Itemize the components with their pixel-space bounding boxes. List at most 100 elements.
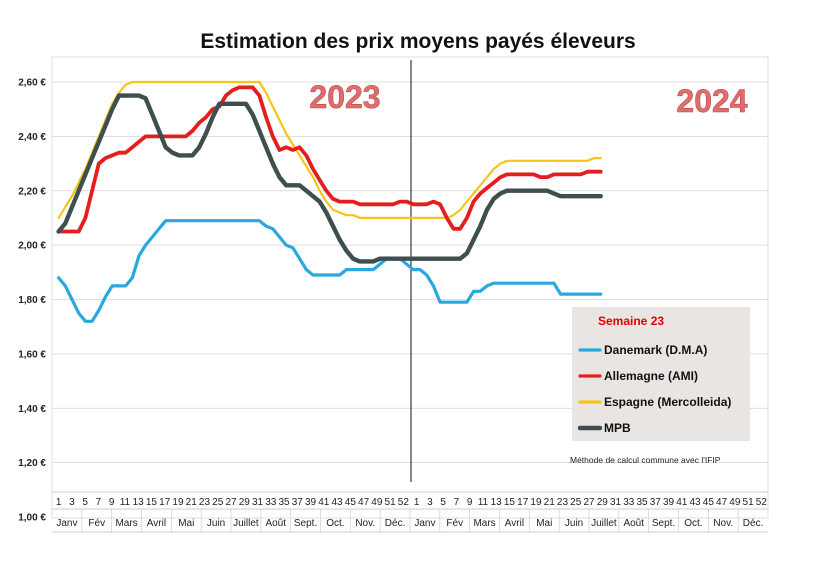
x-tick-label: 51 xyxy=(743,497,755,508)
x-tick-label: 25 xyxy=(212,497,224,508)
y-tick-label: 2,00 € xyxy=(18,241,46,252)
month-label: Déc. xyxy=(743,518,764,529)
y-tick-label: 1,00 € xyxy=(18,513,46,524)
y-tick-label: 1,20 € xyxy=(18,458,46,469)
x-tick-label: 19 xyxy=(172,497,184,508)
legend-item-label: Allemagne (AMI) xyxy=(604,369,698,383)
x-tick-label: 5 xyxy=(82,497,88,508)
month-label: Juillet xyxy=(591,518,617,529)
month-label: Fév xyxy=(88,518,105,529)
y-tick-label: 1,80 € xyxy=(18,295,46,306)
x-tick-label: 23 xyxy=(557,497,569,508)
x-tick-label: 3 xyxy=(69,497,75,508)
x-tick-label: 23 xyxy=(199,497,211,508)
x-tick-label: 45 xyxy=(345,497,357,508)
x-tick-label: 39 xyxy=(305,497,317,508)
legend-item-label: Espagne (Mercolleida) xyxy=(604,395,731,409)
x-tick-label: 41 xyxy=(318,497,330,508)
x-tick-label: 7 xyxy=(96,497,102,508)
x-axis-week-labels: 1 3 5 7 9 11 13 15 17 19 21 23 25 27 29 31 33 35 37 39 41 43 4… xyxy=(56,497,768,508)
x-tick-label: 52 xyxy=(398,497,410,508)
x-tick-label: 51 xyxy=(385,497,397,508)
month-label: Juillet xyxy=(233,518,259,529)
x-axis-month-labels: Janv Fév Mars Avril Mai Juin Juillet Août Sept. O… xyxy=(56,509,763,532)
method-note: Méthode de calcul commune avec l'IFIP xyxy=(570,455,721,465)
x-tick-label: 45 xyxy=(703,497,715,508)
legend-item-label: MPB xyxy=(604,421,631,435)
x-tick-label: 25 xyxy=(570,497,582,508)
month-label: Avril xyxy=(147,518,166,529)
month-label: Janv xyxy=(56,518,77,529)
series-line-1 xyxy=(56,219,603,323)
series-lines xyxy=(56,80,603,323)
x-tick-label: 31 xyxy=(610,497,622,508)
month-label: Août xyxy=(623,518,644,529)
x-tick-label: 35 xyxy=(636,497,648,508)
series-line-4 xyxy=(56,93,603,264)
plot-area xyxy=(51,56,769,519)
month-label: Sept. xyxy=(294,518,317,529)
month-label: Oct. xyxy=(684,518,702,529)
legend-title: Semaine 23 xyxy=(598,314,664,328)
x-tick-label: 11 xyxy=(120,497,131,508)
x-tick-label: 15 xyxy=(146,497,158,508)
month-label: Oct. xyxy=(326,518,344,529)
month-label: Avril xyxy=(505,518,524,529)
legend-item-label: Danemark (D.M.A) xyxy=(604,343,707,357)
x-tick-label: 43 xyxy=(332,497,344,508)
month-label: Mai xyxy=(536,518,552,529)
x-tick-label: 1 xyxy=(414,497,420,508)
x-tick-label: 13 xyxy=(491,497,503,508)
month-label: Janv xyxy=(414,518,435,529)
x-tick-label: 9 xyxy=(467,497,473,508)
year-label-2023: 2023 xyxy=(309,79,380,115)
x-tick-label: 15 xyxy=(504,497,516,508)
x-tick-label: 47 xyxy=(716,497,728,508)
month-label: Juin xyxy=(207,518,225,529)
series-line-2 xyxy=(56,85,603,234)
month-label: Nov. xyxy=(713,518,733,529)
y-tick-label: 2,20 € xyxy=(18,186,46,197)
x-tick-label: 21 xyxy=(186,497,198,508)
x-tick-label: 52 xyxy=(756,497,768,508)
x-tick-label: 3 xyxy=(427,497,433,508)
x-tick-label: 35 xyxy=(278,497,290,508)
month-label: Mars xyxy=(115,518,137,529)
x-tick-label: 17 xyxy=(517,497,529,508)
x-tick-label: 41 xyxy=(676,497,688,508)
year-label-2024: 2024 xyxy=(676,83,747,119)
x-tick-label: 9 xyxy=(109,497,115,508)
y-tick-label: 1,40 € xyxy=(18,404,46,415)
y-tick-label: 2,60 € xyxy=(18,78,46,89)
series-line-3 xyxy=(57,80,602,219)
x-tick-label: 27 xyxy=(225,497,237,508)
month-label: Sept. xyxy=(652,518,675,529)
y-tick-label: 2,40 € xyxy=(18,132,46,143)
y-tick-label: 1,60 € xyxy=(18,349,46,360)
x-tick-label: 49 xyxy=(371,497,383,508)
x-tick-label: 19 xyxy=(530,497,542,508)
x-tick-label: 5 xyxy=(440,497,446,508)
x-tick-label: 17 xyxy=(159,497,171,508)
x-tick-label: 7 xyxy=(454,497,460,508)
month-label: Août xyxy=(265,518,286,529)
x-tick-label: 47 xyxy=(358,497,370,508)
month-label: Déc. xyxy=(385,518,406,529)
x-tick-label: 11 xyxy=(478,497,489,508)
y-axis-tick-labels: 1,00 € 1,20 € 1,40 € 1,60 € 1,80 € 2,00 € 2,20… xyxy=(18,78,46,524)
month-label: Fév xyxy=(446,518,463,529)
legend: Semaine 23 Danemark (D.M.A) Allemagne (AM… xyxy=(572,307,750,441)
x-tick-label: 37 xyxy=(650,497,662,508)
x-tick-label: 13 xyxy=(133,497,145,508)
x-tick-label: 33 xyxy=(623,497,635,508)
x-tick-label: 21 xyxy=(544,497,556,508)
month-label: Nov. xyxy=(355,518,375,529)
x-tick-label: 29 xyxy=(239,497,251,508)
chart-title: Estimation des prix moyens payés éleveur… xyxy=(200,30,635,53)
month-label: Mars xyxy=(473,518,495,529)
x-tick-label: 33 xyxy=(265,497,277,508)
x-tick-label: 43 xyxy=(690,497,702,508)
x-tick-label: 49 xyxy=(729,497,741,508)
x-tick-label: 29 xyxy=(597,497,609,508)
